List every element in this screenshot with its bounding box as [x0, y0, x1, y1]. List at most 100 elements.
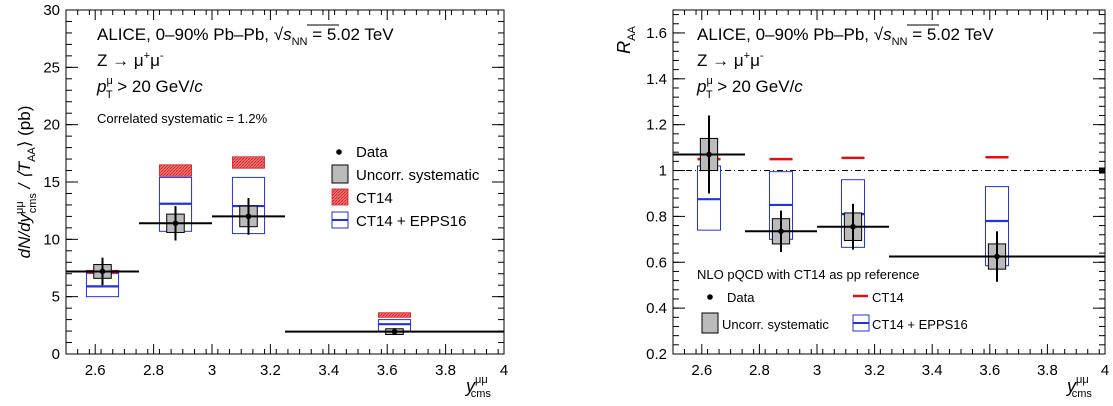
left-y-tick-label: 5: [52, 289, 60, 306]
right-annotation-process: Z → μ+μ-: [697, 50, 764, 70]
left-x-tick-label: 3.6: [377, 362, 398, 379]
right-ann-sup1: +: [744, 50, 750, 62]
right-ylabel-main: R: [614, 41, 634, 54]
right-y-tick-label: 1.2: [646, 117, 667, 134]
left-plot-marks: [66, 156, 504, 336]
left-y-tick-label: 0: [52, 346, 60, 363]
right-ann-process: Z → μ: [697, 51, 744, 70]
right-x-tick-label: 2.6: [691, 362, 712, 379]
right-ylabel-sub: AA: [626, 26, 638, 41]
left-ylabel-sup: μμ: [14, 201, 26, 214]
left-annotation-pt: pμ T > 20 GeV/c: [96, 75, 203, 101]
right-x-tick-label: 3.4: [922, 362, 943, 379]
right-x-tick-label: 3.6: [979, 362, 1000, 379]
left-xlabel-sub: cms: [471, 388, 492, 400]
right-y-tick-label: 1: [659, 163, 667, 180]
right-data-point: [850, 223, 856, 230]
left-ann-s: s: [283, 25, 292, 44]
left-x-tick-label: 4: [500, 362, 508, 379]
left-ann-sup2: -: [160, 50, 164, 62]
right-axis-ticks: 2.6 2.8 3 3.2 3.4 3.6 3.8 4 0.2 0.4 0.6 0.8 1 1.2 1.4 1…: [646, 10, 1109, 379]
left-ann-sqrt: √: [274, 25, 284, 44]
left-x-tick-label: 3: [208, 362, 216, 379]
left-ylabel-sub: cms: [27, 193, 39, 214]
left-data-point: [245, 213, 252, 220]
left-x-axis-label: yμμ cms: [464, 374, 491, 400]
left-x-tick-label: 2.6: [85, 362, 106, 379]
left-ann-sup1: +: [144, 50, 150, 62]
left-y-tick-label: 10: [43, 231, 60, 248]
left-ylabel-sub2: AA: [26, 147, 38, 162]
right-ann-s: s: [883, 25, 892, 44]
left-ann-c: c: [194, 77, 203, 96]
left-ann-mid: μ: [150, 51, 160, 70]
right-ann-nn: NN: [892, 36, 908, 48]
right-x-tick-label: 2.8: [749, 362, 770, 379]
right-data-point: [778, 228, 784, 235]
right-annotation-pt: pμ T > 20 GeV/c: [696, 75, 803, 101]
left-y-tick-label: 25: [43, 59, 60, 76]
left-x-tick-label: 3.8: [435, 362, 456, 379]
left-data-point: [172, 220, 179, 227]
left-x-tick-label: 3.2: [260, 362, 281, 379]
right-ann-c: c: [794, 77, 803, 96]
right-y-tick-label: 0.6: [646, 254, 667, 271]
right-plot-frame: [672, 9, 1106, 355]
left-y-axis-label: dN/dyμμcms / ⟨TAA⟩ (pb): [14, 106, 39, 259]
left-data-point: [391, 328, 398, 335]
right-data-point: [706, 151, 712, 158]
right-y-axis-label: RAA: [614, 26, 638, 54]
left-ylabel-tail: / ⟨T: [15, 160, 34, 193]
right-legend-data-marker: [707, 294, 713, 300]
right-annotation-line1: ALICE, 0–90% Pb–Pb, √sNN = 5.02 TeV: [697, 25, 994, 48]
right-x-tick-label: 3: [813, 362, 821, 379]
right-legend: Data CT14 Uncorr. systematic CT14 + EPPS…: [701, 290, 968, 334]
right-xlabel-main: y: [1065, 376, 1077, 396]
left-annotation-corr-syst: Correlated systematic = 1.2%: [97, 111, 268, 126]
left-xlabel-sup: μμ: [475, 374, 488, 386]
right-plot-marks: [673, 115, 1105, 282]
left-xlabel-main: y: [464, 376, 476, 396]
right-xlabel-sub: cms: [1072, 388, 1093, 400]
right-ann-sup2: -: [760, 50, 764, 62]
left-ann-nn: NN: [292, 36, 308, 48]
right-annotation-nlo: NLO pQCD with CT14 as pp reference: [697, 267, 920, 282]
right-xlabel-sup: μμ: [1076, 374, 1089, 386]
right-legend-data-label: Data: [727, 290, 755, 305]
left-ann-ptcut: > 20 GeV/: [113, 77, 195, 96]
left-ann-process: Z → μ: [97, 51, 144, 70]
left-legend-data-label: Data: [356, 144, 388, 161]
left-ann-pt-sup: μ: [106, 75, 112, 87]
left-ylabel-main: dN/dy: [15, 212, 34, 258]
right-y-tick-label: 0.4: [646, 300, 667, 317]
left-ann-energy: = 5.02 TeV: [307, 25, 394, 44]
left-ylabel-unit: ⟩ (pb): [15, 106, 34, 148]
left-ann-prefix: ALICE, 0–90% Pb–Pb,: [97, 25, 274, 44]
right-legend-ct14-label: CT14: [872, 290, 904, 305]
left-y-tick-label: 30: [43, 2, 60, 19]
right-ann-pt: p: [696, 77, 706, 96]
left-ann-pt-sub: T: [106, 89, 113, 101]
left-ann-pt: p: [96, 77, 106, 96]
right-ann-prefix: ALICE, 0–90% Pb–Pb,: [697, 25, 874, 44]
right-y-tick-label: 0.2: [646, 346, 667, 363]
right-x-axis-label: yμμ cms: [1065, 374, 1092, 400]
right-y-tick-label: 1.6: [646, 25, 667, 42]
left-legend: Data Uncorr. systematic CT14 CT14 + EPPS…: [331, 144, 480, 230]
left-legend-epps-label: CT14 + EPPS16: [356, 213, 466, 230]
left-ct14-box: [159, 164, 192, 177]
left-legend-ct14-label: CT14: [356, 190, 393, 207]
right-ann-pt-sub: T: [706, 89, 713, 101]
left-annotation-line1: ALICE, 0–90% Pb–Pb, √sNN = 5.02 TeV: [97, 25, 394, 48]
right-panel: 2.6 2.8 3 3.2 3.4 3.6 3.8 4 0.2 0.4 0.6 0.8 1 1.2 1.4 1…: [614, 9, 1109, 400]
left-legend-syst-swatch: [331, 164, 349, 184]
right-ann-sqrt: √: [874, 25, 884, 44]
right-ann-energy: = 5.02 TeV: [907, 25, 994, 44]
left-x-tick-label: 3.4: [318, 362, 339, 379]
right-y-tick-label: 1.4: [646, 71, 667, 88]
left-legend-ct14-swatch: [331, 188, 349, 206]
right-legend-syst-label: Uncorr. systematic: [722, 317, 829, 332]
right-ann-ptcut: > 20 GeV/: [713, 77, 795, 96]
left-legend-data-marker: [336, 149, 342, 155]
